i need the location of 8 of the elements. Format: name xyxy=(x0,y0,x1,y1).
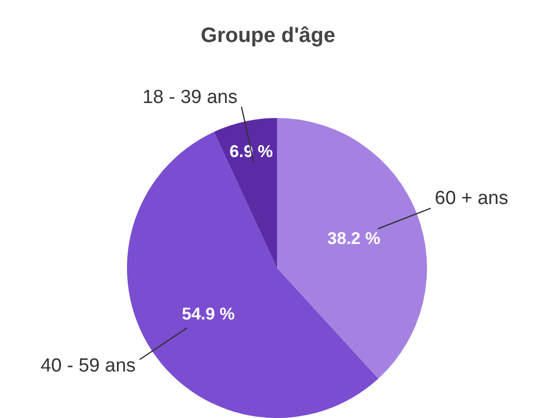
slice-label: 18 - 39 ans xyxy=(142,86,238,108)
pie-slice xyxy=(214,118,277,268)
data-label: 38.2 % xyxy=(327,229,380,248)
pie-slice xyxy=(277,118,427,379)
slice-label: 40 - 59 ans xyxy=(40,355,136,376)
slice-label: 60 + ans xyxy=(434,188,508,210)
data-label: 54.9 % xyxy=(182,304,235,324)
chart-title: Groupe d'âge xyxy=(200,24,336,47)
